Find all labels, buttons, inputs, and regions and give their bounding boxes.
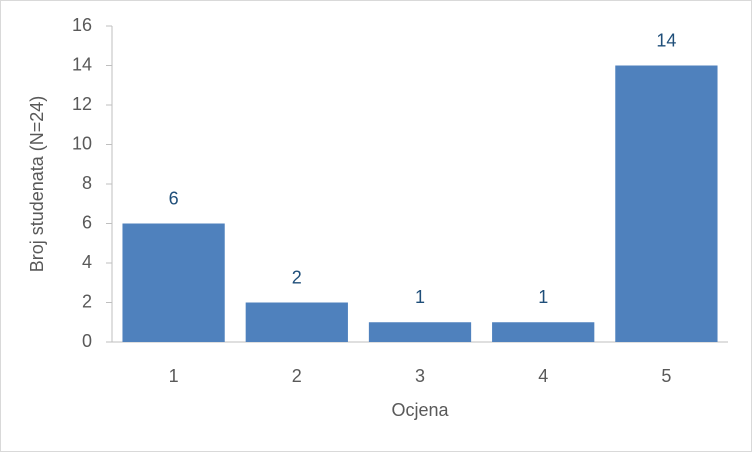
y-tick-label: 14 [72, 54, 92, 74]
x-axis-title: Ocjena [391, 400, 449, 420]
y-tick-label: 12 [72, 94, 92, 114]
data-label: 6 [169, 188, 179, 208]
y-tick-label: 4 [82, 252, 92, 272]
x-tick-label: 5 [661, 366, 671, 386]
y-tick-label: 6 [82, 212, 92, 232]
y-tick-label: 16 [72, 15, 92, 35]
bar [245, 302, 348, 342]
data-label: 1 [538, 287, 548, 307]
y-tick-label: 8 [82, 173, 92, 193]
y-tick-label: 2 [82, 291, 92, 311]
x-tick-label: 4 [538, 366, 548, 386]
x-tick-label: 2 [292, 366, 302, 386]
bar [492, 322, 595, 342]
bar [122, 223, 225, 342]
data-label: 14 [656, 30, 676, 50]
y-tick-label: 10 [72, 133, 92, 153]
x-tick-label: 3 [415, 366, 425, 386]
y-axis-title: Broj studenata (N=24) [27, 96, 47, 273]
y-tick-label: 0 [82, 331, 92, 351]
bar [615, 65, 718, 342]
x-tick-label: 1 [169, 366, 179, 386]
data-label: 2 [292, 267, 302, 287]
data-label: 1 [415, 287, 425, 307]
bar [368, 322, 472, 342]
